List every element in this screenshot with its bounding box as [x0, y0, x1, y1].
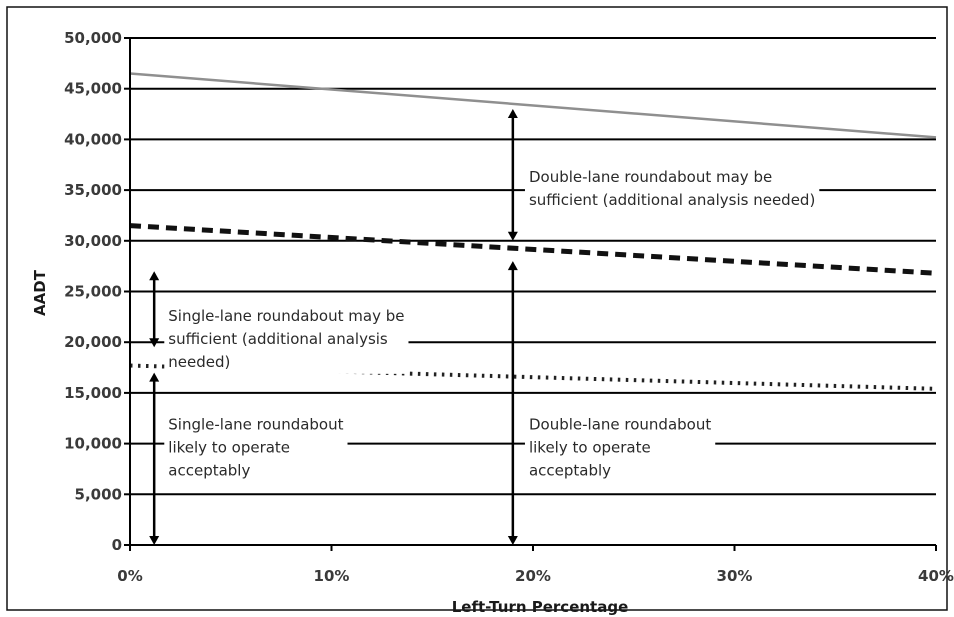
annotation-background	[164, 302, 409, 374]
arrow-head	[149, 271, 160, 281]
annotation: Single-lane roundabout may be sufficient …	[164, 302, 409, 374]
annotation-line: sufficient (additional analysis	[168, 330, 388, 348]
y-tick-label: 5,000	[75, 485, 122, 503]
annotation-line: Single-lane roundabout	[168, 415, 343, 433]
annotation-line: Single-lane roundabout may be	[168, 307, 404, 325]
arrow-head	[507, 231, 518, 241]
annotation-texts: Double-lane roundabout may be sufficient …	[164, 163, 820, 483]
y-tick-label: 10,000	[64, 435, 122, 453]
chart-frame	[6, 6, 948, 611]
arrow-head	[149, 536, 160, 545]
series-lines	[129, 72, 937, 391]
range-arrow	[149, 372, 160, 545]
x-tick-label: 20%	[515, 567, 551, 585]
annotation-line: Double-lane roundabout	[529, 415, 711, 433]
annotation: Double-lane roundabout may be sufficient …	[524, 163, 820, 212]
arrow-head	[507, 261, 518, 271]
x-tick-label: 40%	[918, 567, 954, 585]
arrow-head	[507, 536, 518, 545]
annotation-line: likely to operate	[168, 438, 290, 456]
annotation: Single-lane roundabout likely to operate a…	[164, 411, 348, 483]
annotation-line: sufficient (additional analysis needed)	[529, 191, 815, 209]
axes: 0 5,000 10,000 15,000 20,000 25,000 30,000 35,0…	[64, 29, 954, 585]
arrow-head	[507, 108, 518, 118]
x-axis-title: Left-Turn Percentage	[452, 598, 629, 616]
y-tick-label: 15,000	[64, 384, 122, 402]
y-tick-label: 30,000	[64, 232, 122, 250]
x-tick-label: 30%	[717, 567, 753, 585]
series-line-dashed	[129, 223, 937, 276]
y-tick-label: 20,000	[64, 333, 122, 351]
y-tick-label: 40,000	[64, 130, 122, 148]
y-tick-label: 0	[112, 536, 122, 554]
annotation-line: needed)	[168, 353, 230, 371]
y-tick-label: 45,000	[64, 80, 122, 98]
annotation-background	[524, 163, 820, 212]
x-tick-label: 10%	[314, 567, 350, 585]
arrow-head	[149, 338, 160, 348]
annotation-background	[524, 411, 716, 483]
annotation-line: acceptably	[168, 461, 250, 479]
y-tick-label: 35,000	[64, 181, 122, 199]
annotation-line: acceptably	[529, 461, 611, 479]
arrow-head	[149, 372, 160, 382]
range-arrows	[149, 108, 518, 545]
y-axis-title: AADT	[31, 269, 49, 316]
y-tick-label: 25,000	[64, 283, 122, 301]
range-arrow	[507, 108, 518, 241]
series-line-solid-gray	[129, 72, 937, 139]
range-arrow	[507, 261, 518, 545]
range-arrow	[149, 271, 160, 348]
annotation-background	[164, 411, 348, 483]
x-tick-label: 0%	[117, 567, 142, 585]
annotation-line: likely to operate	[529, 438, 651, 456]
y-tick-label: 50,000	[64, 29, 122, 47]
annotation-line: Double-lane roundabout may be	[529, 168, 772, 186]
annotation: Double-lane roundabout likely to operate a…	[524, 411, 716, 483]
